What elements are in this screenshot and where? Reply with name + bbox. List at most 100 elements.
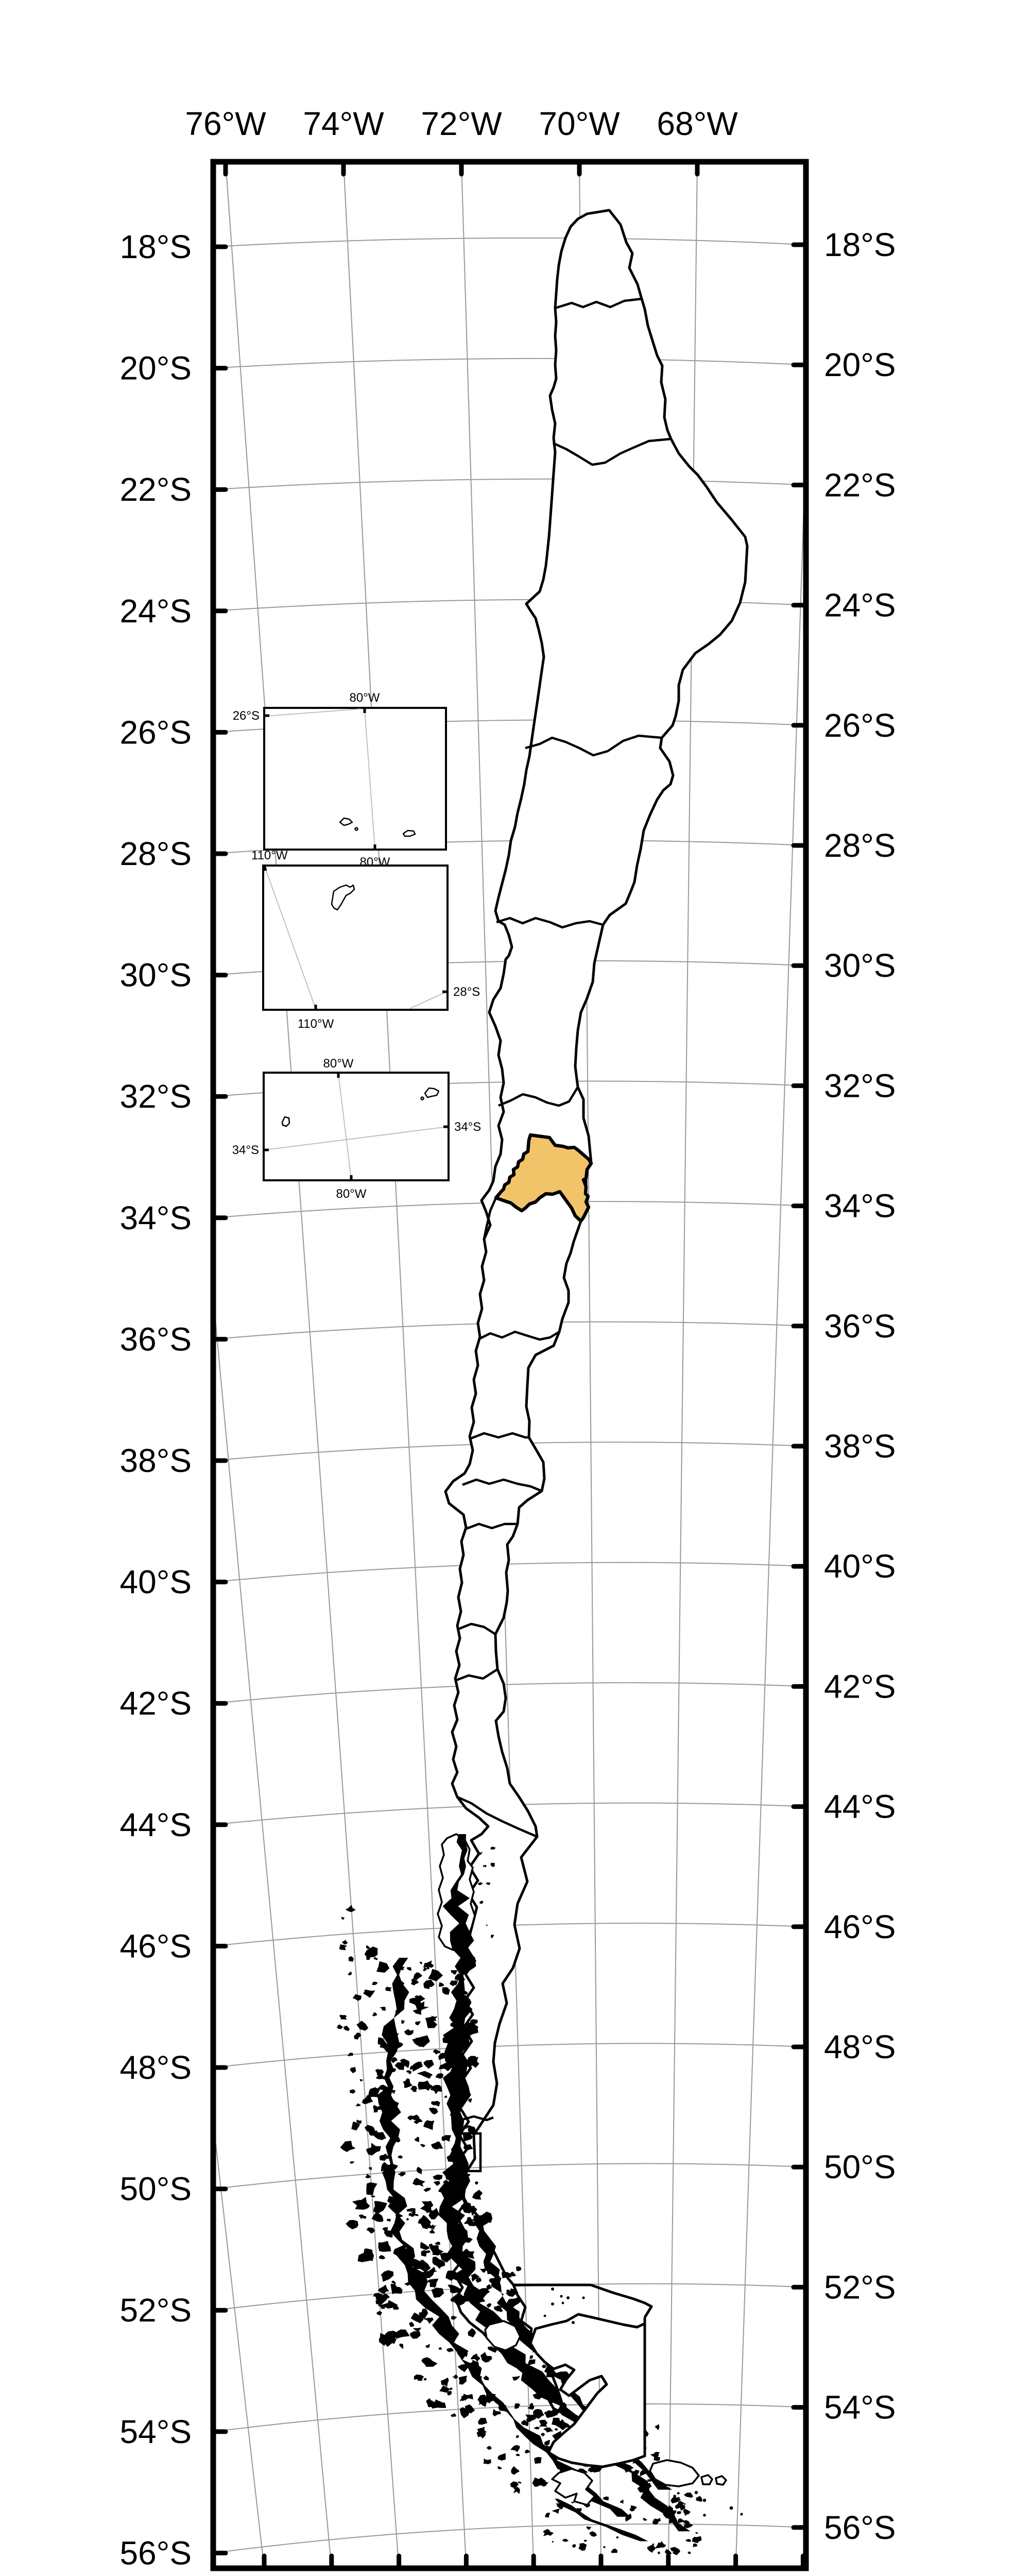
inset2-parallel-line: [409, 991, 447, 1009]
archipelago-islet: [392, 2306, 399, 2310]
region-boundary-tarapaca-antofagasta: [553, 437, 672, 466]
tierra-del-fuego-island: [529, 2313, 646, 2468]
left-axis-label-30s: 30°S: [120, 957, 192, 994]
archipelago-islet: [486, 1924, 488, 1926]
left-axis-label-42s: 42°S: [120, 1685, 192, 1722]
right-axis-label-24s: 24°S: [824, 587, 896, 624]
archipelago-islet: [652, 2543, 655, 2546]
archipelago-islet: [433, 2049, 441, 2055]
archipelago-islet: [611, 2548, 617, 2553]
archipelago-islet: [339, 1944, 348, 1951]
archipelago-islet: [381, 2270, 394, 2282]
archipelago-islet: [438, 2061, 453, 2072]
archipelago-islet: [512, 2376, 521, 2381]
archipelago-islet: [478, 2418, 487, 2425]
right-axis-label-22s: 22°S: [824, 466, 896, 503]
parallel-18s: [213, 237, 806, 247]
archipelago-islet: [510, 2445, 520, 2452]
archipelago-islet: [545, 2513, 551, 2518]
archipelago-islet: [524, 2449, 530, 2454]
archipelago-islet: [372, 1981, 378, 1986]
archipelago-islet: [345, 1905, 356, 1912]
archipelago-islet: [471, 2353, 480, 2362]
archipelago-islet: [465, 2057, 479, 2068]
archipelago-islet: [475, 2277, 482, 2283]
right-axis-label-56s: 56°S: [824, 2509, 896, 2546]
archipelago-islet: [462, 2366, 467, 2370]
archipelago-islet: [366, 2182, 377, 2195]
archipelago-islet: [671, 2496, 681, 2504]
inset-box-3: 80°W 34°S 34°S 80°W: [232, 1057, 482, 1201]
archipelago-islet: [352, 2197, 370, 2210]
archipelago-islet: [468, 2219, 476, 2226]
region-boundary-araucania-losrios: [458, 1622, 496, 1635]
inset1-parallel-line: [265, 708, 361, 717]
archipelago-islet: [378, 2241, 391, 2252]
archipelago-islet: [414, 2374, 424, 2381]
archipelago-islet: [664, 2549, 672, 2556]
robinson-crusoe-island: [424, 1087, 440, 1098]
archipelago-islet: [431, 2015, 438, 2022]
archipelago-islet: [534, 2427, 540, 2430]
archipelago-islet: [572, 2544, 576, 2548]
archipelago-islet: [571, 2501, 575, 2503]
archipelago-islet: [413, 2328, 422, 2332]
left-axis-label-38s: 38°S: [120, 1442, 192, 1479]
archipelago-islet: [516, 2435, 519, 2438]
archipelago-islet: [483, 1865, 487, 1868]
archipelago-islet: [394, 2061, 406, 2070]
archipelago-islet: [356, 2021, 369, 2031]
archipelago-islet: [412, 2035, 430, 2047]
archipelago-islet: [426, 2250, 431, 2253]
right-axis-label-50s: 50°S: [824, 2148, 896, 2185]
archipelago-islet: [414, 2137, 419, 2142]
archipelago-islet: [513, 2486, 520, 2494]
archipelago-islet: [492, 2409, 501, 2417]
archipelago-islet: [588, 2468, 593, 2473]
archipelago-islet: [408, 2212, 415, 2217]
archipelago-islet: [431, 2100, 440, 2107]
archipelago-islet: [339, 2014, 347, 2020]
parallel-22s: [213, 478, 806, 490]
lennox-island: [715, 2475, 727, 2486]
archipelago-islet: [410, 2086, 418, 2092]
archipelago-islet: [494, 2305, 502, 2312]
left-axis-label-24s: 24°S: [120, 592, 192, 630]
archipelago-islet: [510, 2481, 519, 2488]
archipelago-islet: [545, 2409, 559, 2418]
left-axis-label-34s: 34°S: [120, 1199, 192, 1236]
archipelago-islet: [346, 2219, 358, 2230]
inset2-right-label: 28°S: [453, 985, 480, 999]
archipelago-islet: [433, 2181, 440, 2186]
archipelago-islet: [427, 1979, 435, 1987]
archipelago-islet: [429, 2107, 438, 2115]
archipelago-islet: [683, 2510, 691, 2516]
alejandro-selkirk-island: [281, 1116, 290, 1127]
archipelago-islet: [439, 1982, 444, 1987]
inset2-frame: [262, 865, 449, 1011]
archipelago-islet: [683, 2493, 692, 2498]
archipelago-islet: [348, 1971, 352, 1976]
archipelago-islet: [368, 2126, 380, 2136]
archipelago-islet: [539, 2419, 548, 2427]
archipelago-islet: [642, 2518, 647, 2521]
atlantic-coast-argentina: [590, 2283, 653, 2318]
right-axis-label-40s: 40°S: [824, 1548, 896, 1585]
archipelago-islet: [431, 2287, 444, 2298]
archipelago-islet: [616, 2536, 619, 2539]
archipelago-islet: [428, 1969, 443, 1981]
archipelago-islet: [529, 2355, 533, 2359]
archipelago-islet: [647, 2545, 656, 2553]
san-ambrosio-island: [402, 829, 416, 837]
archipelago-islet: [463, 2144, 473, 2150]
archipelago-islet: [478, 2394, 487, 2407]
archipelago-islet: [420, 2200, 434, 2213]
archipelago-islet: [586, 2526, 592, 2530]
archipelago-islet: [420, 2144, 426, 2147]
archipelago-islet: [685, 2539, 691, 2542]
archipelago-islet: [603, 2546, 606, 2548]
archipelago-islet: [341, 1917, 345, 1920]
chile-landmass: [337, 209, 749, 2556]
archipelago-islet: [359, 2079, 363, 2081]
archipelago-islet: [426, 2278, 439, 2285]
